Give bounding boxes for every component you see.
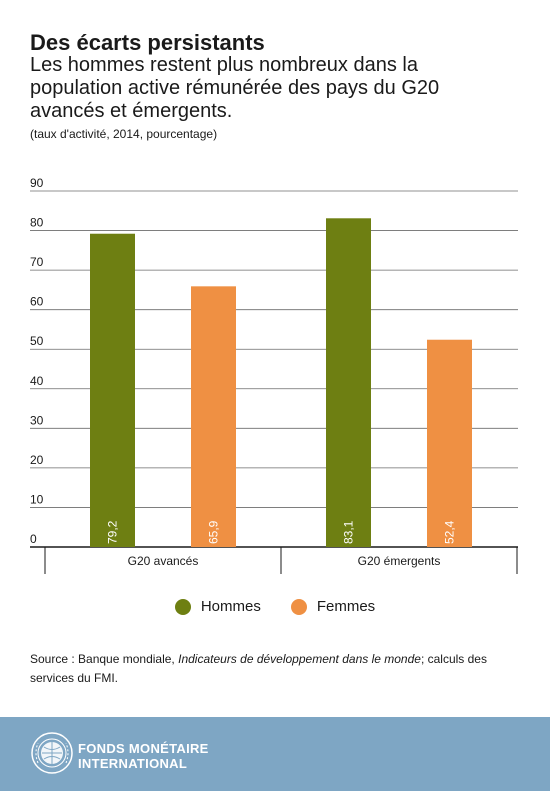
legend-item-femmes: Femmes <box>290 598 376 615</box>
legend-item-hommes: Hommes <box>174 598 261 615</box>
x-category-label: G20 émergents <box>358 554 441 568</box>
legend-swatch-femmes <box>290 598 307 615</box>
y-tick-label: 90 <box>30 176 44 190</box>
y-tick-label: 80 <box>30 216 44 230</box>
bar-hommes <box>90 233 135 547</box>
bar-femmes <box>191 286 236 547</box>
source-prefix: Source : Banque mondiale, <box>30 652 179 666</box>
org-name: FONDS MONÉTAIRE INTERNATIONAL <box>78 741 209 771</box>
org-name-line1: FONDS MONÉTAIRE <box>78 741 209 756</box>
bar-chart: 0 10 20 30 40 50 60 70 80 90 G20 avancés 79,2 65,9 G2… <box>30 176 518 574</box>
y-tick-label: 70 <box>30 255 44 269</box>
chart-subtitle: Les hommes restent plus nombreux dans la… <box>30 54 440 122</box>
y-tick-label: 20 <box>30 453 44 467</box>
y-tick-label: 60 <box>30 295 44 309</box>
legend-label-femmes: Femmes <box>316 598 376 615</box>
y-tick-label: 50 <box>30 334 44 348</box>
x-category-label: G20 avancés <box>128 554 199 568</box>
legend-label-hommes: Hommes <box>200 598 261 615</box>
chart-title: Des écarts persistants <box>30 30 265 55</box>
legend: Hommes Femmes <box>0 598 550 615</box>
chart-note: (taux d'activité, 2014, pourcentage) <box>30 127 218 141</box>
y-tick-label: 0 <box>30 532 37 546</box>
source-publication: Indicateurs de développement dans le mon… <box>178 652 421 666</box>
imf-seal-icon <box>31 732 73 774</box>
source-suffix: ; calculs des services du FMI. <box>30 652 487 685</box>
source-note: Source : Banque mondiale, Indicateurs de… <box>30 650 500 688</box>
bar-value-label: 52,4 <box>443 520 457 544</box>
bar-hommes <box>326 218 371 547</box>
y-tick-label: 30 <box>30 413 44 427</box>
y-tick-label: 40 <box>30 374 44 388</box>
legend-swatch-hommes <box>174 598 191 615</box>
bar-femmes <box>427 339 472 547</box>
bar-value-label: 65,9 <box>207 520 221 544</box>
footer-bar: FONDS MONÉTAIRE INTERNATIONAL <box>0 717 550 791</box>
y-tick-label: 10 <box>30 492 44 506</box>
bar-value-label: 79,2 <box>106 520 120 544</box>
org-name-line2: INTERNATIONAL <box>78 756 188 771</box>
bar-value-label: 83,1 <box>342 520 356 544</box>
